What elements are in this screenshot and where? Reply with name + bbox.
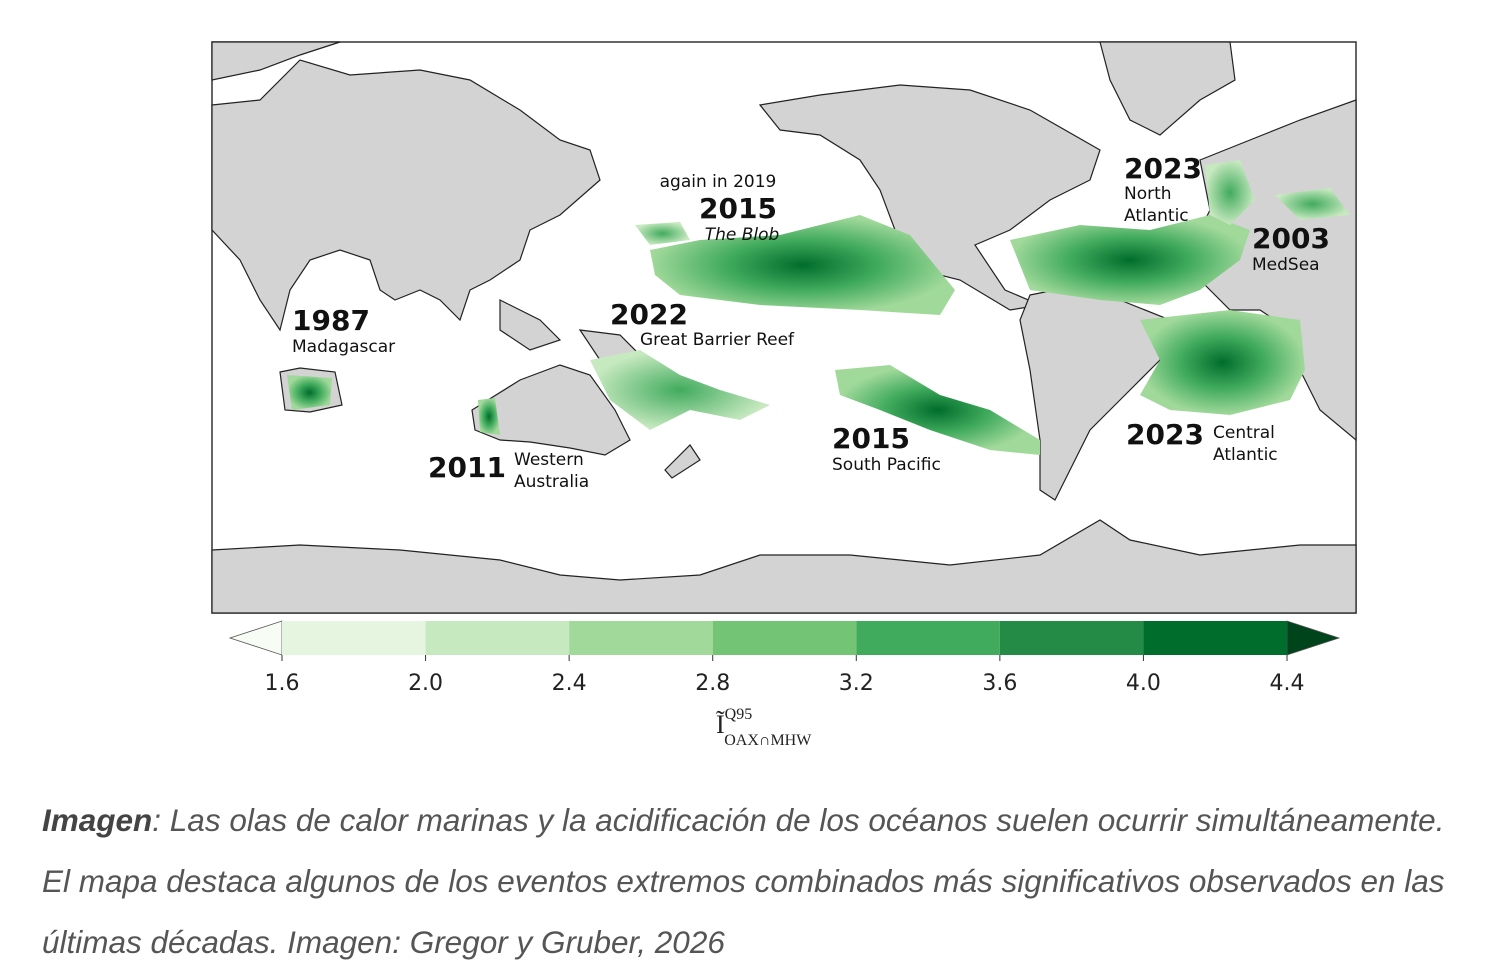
annotation-label: Atlantic [1213,445,1278,465]
colorbar-bin [569,621,713,655]
annotation-note: again in 2019 [660,172,777,192]
land [211,41,341,81]
colorbar-tick-label: 3.2 [839,671,874,696]
land [758,84,1101,311]
land [1099,41,1236,136]
colorbar-tick-label: 4.4 [1270,671,1305,696]
colorbar-tick-label: 4.0 [1126,671,1161,696]
colorbar-bin [856,621,1000,655]
colorbar-over [1286,620,1341,656]
colorbar-tick-label: 2.0 [408,671,443,696]
colorbar-tick-label: 2.4 [552,671,587,696]
colorbar-label-part: Ĩ [716,710,725,739]
colorbar-tick-label: 2.8 [695,671,730,696]
map [211,41,1357,614]
event-region [1010,215,1250,305]
event-region [635,222,690,245]
event-region [590,350,770,430]
annotation-year: 2023 [1124,152,1202,185]
annotation-label: South Pacific [832,455,941,475]
annotation-year: 2023 [1126,418,1204,451]
colorbar-tick-label: 3.6 [982,671,1017,696]
caption-label: Imagen [42,802,153,838]
annotation-year: 2015 [832,422,910,455]
annotation-label: Australia [514,472,589,492]
land [1019,284,1171,501]
event-region [478,398,500,435]
colorbar-bin [999,621,1144,655]
caption-text: : Las olas de calor marinas y la acidifi… [42,802,1445,960]
colorbar-label-part: Q95 [725,706,753,723]
caption: Imagen: Las olas de calor marinas y la a… [42,790,1462,973]
colorbar-bin [282,621,426,655]
event-regions [287,160,1350,455]
land [211,59,601,332]
event-region [1275,188,1350,220]
annotation-year: 2015 [699,192,777,225]
colorbar-under [228,620,283,656]
annotation-label: MedSea [1252,255,1320,275]
annotation-label: Madagascar [292,337,395,357]
event-region [1140,310,1305,415]
annotation-year: 2022 [610,298,688,331]
colorbar-tick-label: 1.6 [265,671,300,696]
colorbar-bin [425,621,570,655]
colorbar: 1.6 2.0 2.4 2.8 3.2 3.6 4.0 4.4 ĨQ95 OAX∩MHW [228,620,1341,749]
land [211,519,1357,614]
land [664,444,701,479]
event-region [287,375,332,410]
colorbar-label: ĨQ95 OAX∩MHW [716,706,812,749]
event-region [650,215,955,315]
annotation-label: Central [1213,423,1275,443]
event-region [835,365,1040,455]
colorbar-label-part: OAX∩MHW [724,732,812,749]
annotation-label: North [1124,184,1172,204]
colorbar-bin [712,621,857,655]
event-region [1205,160,1255,225]
annotation-label: Western [514,450,584,470]
annotation-year: 2011 [428,451,506,484]
land [471,364,631,456]
colorbar-bin [1143,621,1287,655]
annotation-year: 1987 [292,304,370,337]
annotation-label: The Blob [705,225,780,245]
annotation-label: Great Barrier Reef [640,330,795,350]
annotation-year: 2003 [1252,222,1330,255]
annotation-label: Atlantic [1124,206,1189,226]
